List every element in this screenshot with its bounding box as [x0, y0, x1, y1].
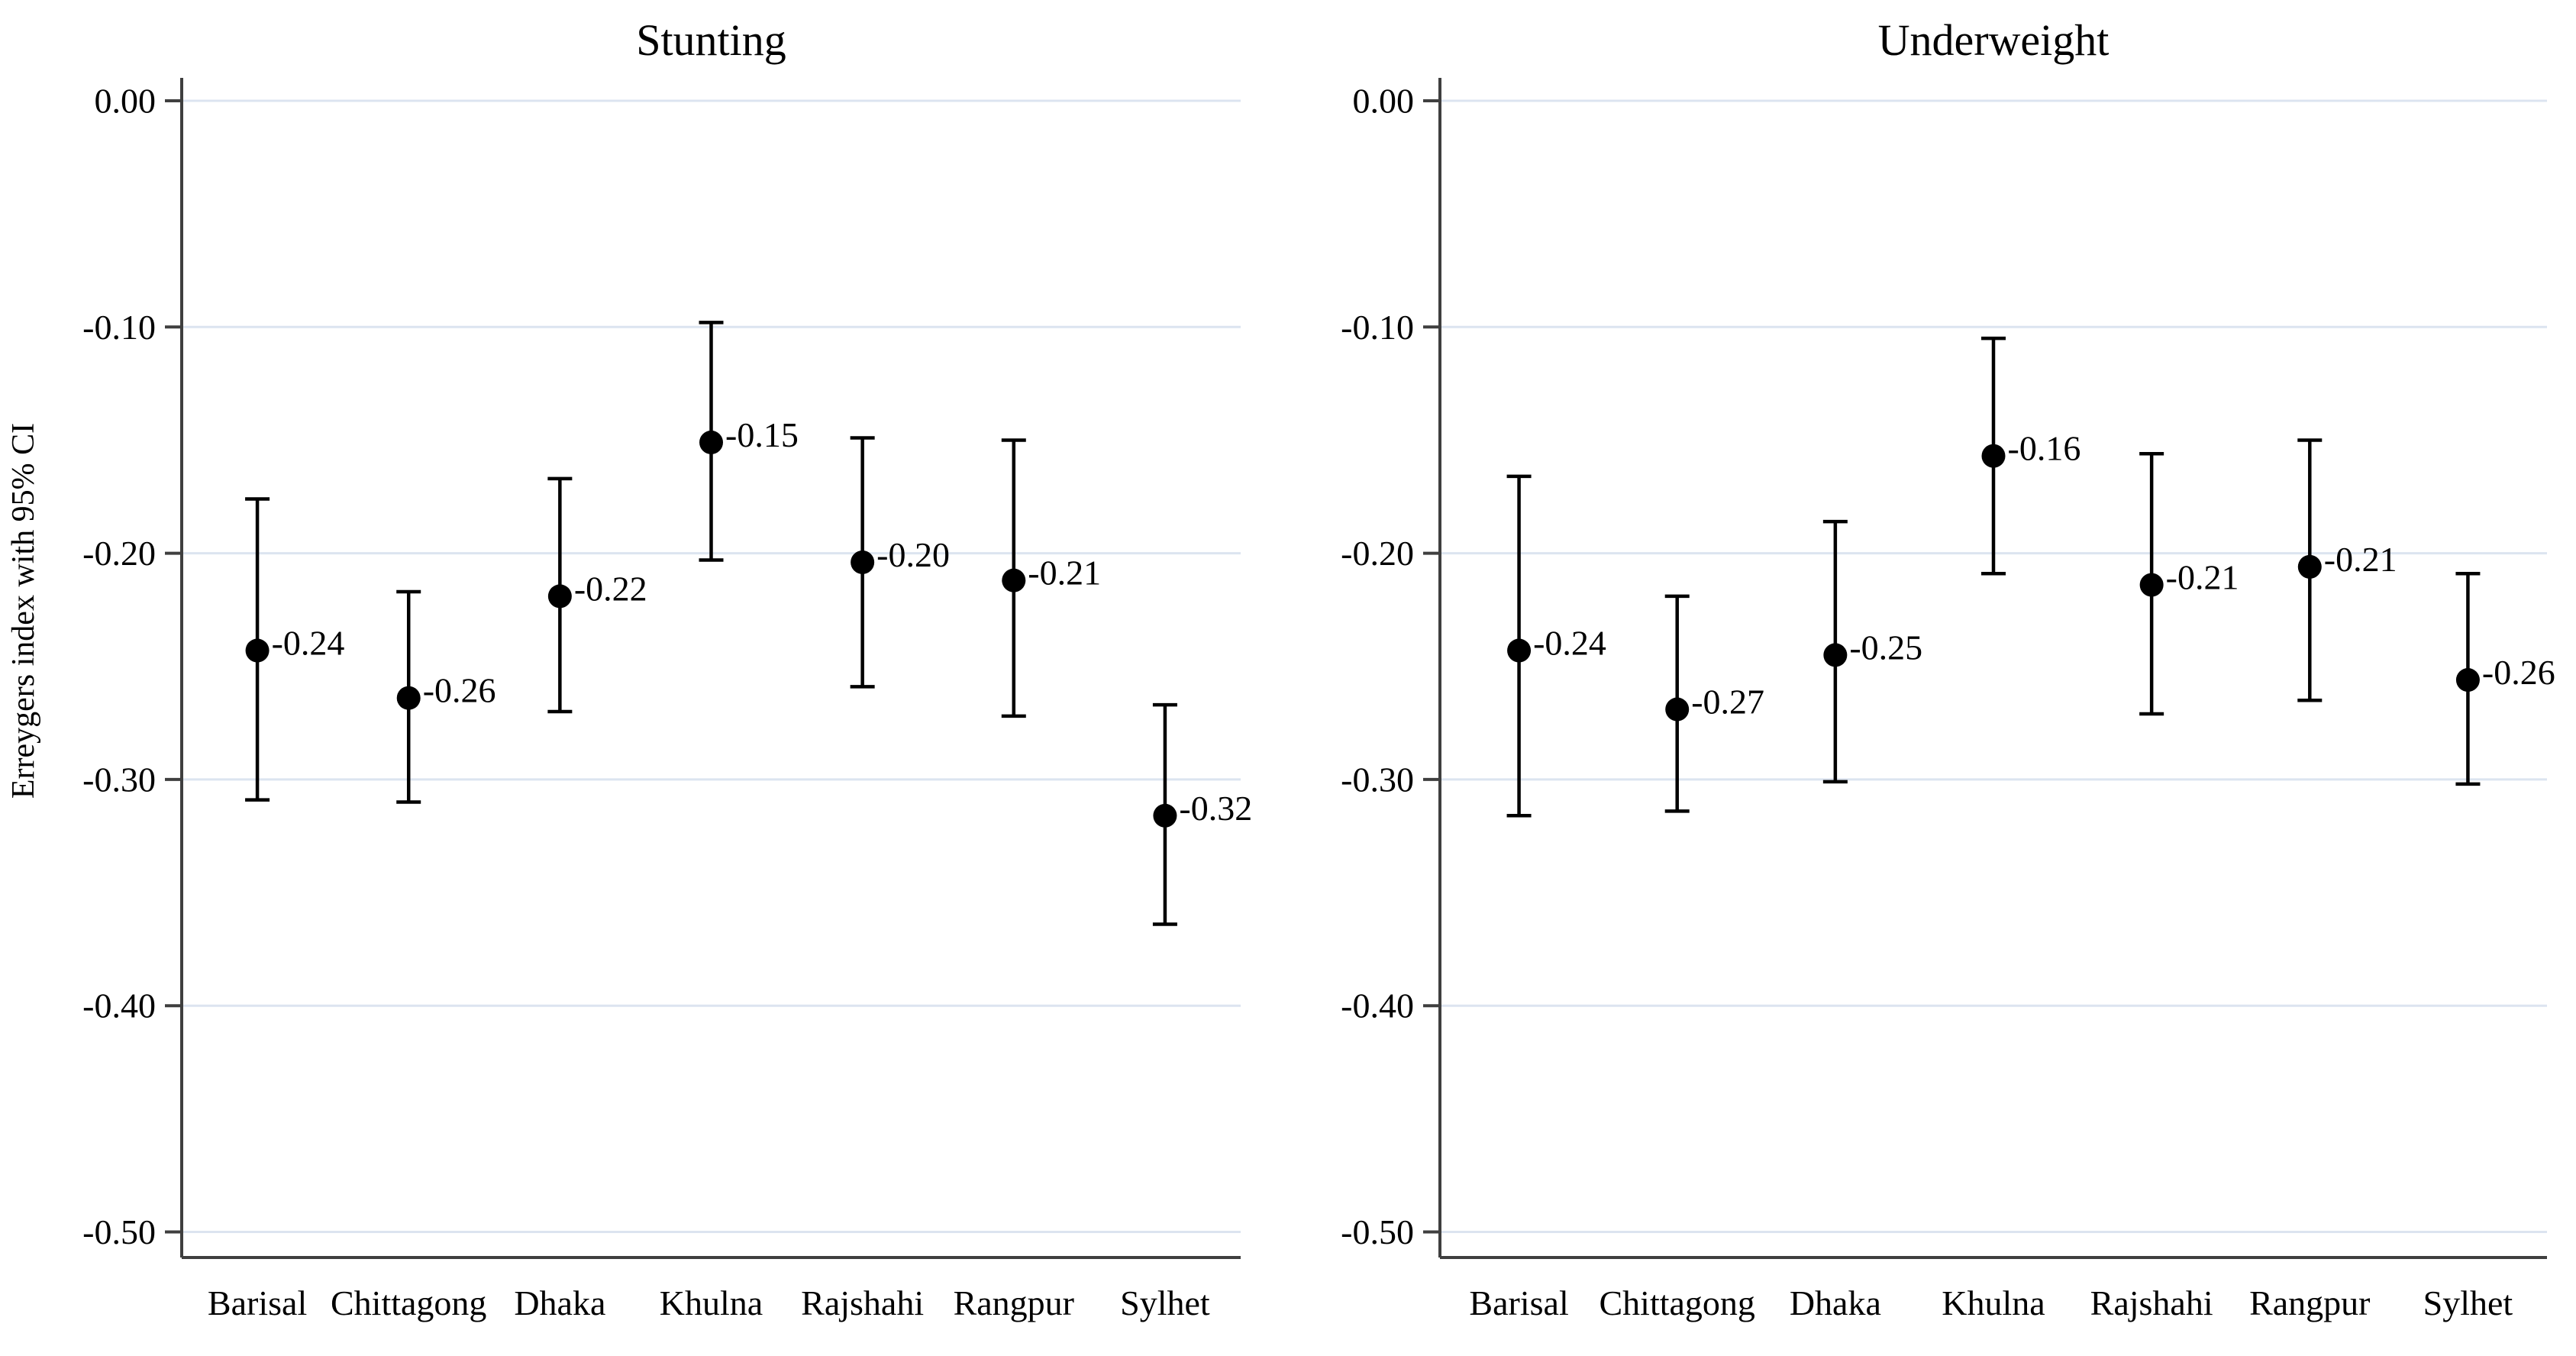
errorbar-rangpur: -0.21 [2297, 438, 2397, 702]
panel-title: Underweight [1878, 15, 2110, 65]
point-value-label: -0.15 [725, 415, 799, 454]
y-tick-label: -0.40 [82, 986, 156, 1025]
point-value-label: -0.22 [574, 569, 647, 608]
errorbar-chittagong: -0.27 [1664, 594, 1764, 813]
point-marker [2139, 573, 2164, 597]
errorbar-khulna: -0.16 [1981, 336, 2081, 576]
y-tick-label: -0.40 [1341, 986, 1414, 1025]
errorbar-rangpur: -0.21 [1001, 438, 1101, 718]
point-value-label: -0.21 [2166, 558, 2239, 597]
errorbar-sylhet: -0.26 [2455, 572, 2555, 786]
errorbar-dhaka: -0.25 [1822, 519, 1922, 784]
point-value-label: -0.25 [1849, 628, 1922, 667]
panel-underweight: 0.00 -0.10 -0.20 -0.30 -0.40 -0.50 Underweight… [1341, 15, 2555, 1322]
x-category-label: Chittagong [331, 1283, 486, 1322]
point-marker [1981, 444, 2006, 468]
errorbar-khulna: -0.15 [699, 321, 799, 562]
errorbar-sylhet: -0.32 [1152, 702, 1252, 926]
x-category-label: Khulna [1942, 1283, 2045, 1322]
point-marker [1823, 643, 1848, 667]
x-category-label: Rajshahi [801, 1283, 924, 1322]
errorbar-rajshahi: -0.21 [2139, 451, 2239, 716]
x-category-label: Rangpur [2249, 1283, 2370, 1322]
point-marker [2297, 554, 2322, 579]
x-category-label: Sylhet [2423, 1283, 2513, 1322]
y-tick-label: -0.50 [82, 1212, 156, 1251]
errorbar-dhaka: -0.22 [547, 476, 647, 714]
y-tick-label: -0.30 [1341, 760, 1414, 799]
x-category-label: Barisal [1469, 1283, 1568, 1322]
y-tick-label: -0.20 [1341, 534, 1414, 573]
point-value-label: -0.26 [2482, 653, 2555, 692]
point-value-label: -0.24 [272, 624, 345, 663]
point-value-label: -0.32 [1179, 789, 1252, 828]
errorbar-barisal: -0.24 [1506, 474, 1606, 818]
y-tick-label: 0.00 [95, 82, 157, 121]
point-marker [547, 584, 572, 609]
x-category-label: Rangpur [954, 1283, 1074, 1322]
point-marker [245, 638, 270, 663]
x-category-label: Sylhet [1120, 1283, 1210, 1322]
y-tick-label: -0.10 [82, 308, 156, 347]
errorbar-chittagong: -0.26 [396, 589, 496, 804]
point-value-label: -0.20 [876, 535, 950, 574]
panel-stunting: 0.00 -0.10 -0.20 -0.30 -0.40 -0.50 Stunting Bar… [82, 15, 1252, 1322]
y-axis-title: Erreygers index with 95% CI [6, 423, 41, 799]
point-value-label: -0.24 [1533, 624, 1606, 663]
point-marker [1507, 638, 1532, 663]
panel-title: Stunting [636, 15, 786, 65]
x-category-label: Dhaka [1790, 1283, 1881, 1322]
point-marker [699, 430, 723, 454]
point-value-label: -0.21 [2324, 540, 2397, 579]
point-marker [851, 550, 875, 574]
y-tick-label: -0.50 [1341, 1212, 1414, 1251]
x-category-label: Khulna [660, 1283, 763, 1322]
point-value-label: -0.27 [1691, 683, 1764, 722]
point-marker [1002, 568, 1026, 592]
y-tick-label: -0.10 [1341, 308, 1414, 347]
x-category-label: Rajshahi [2090, 1283, 2213, 1322]
y-tick-label: 0.00 [1353, 82, 1415, 121]
point-marker [1665, 697, 1690, 722]
x-category-label: Barisal [208, 1283, 307, 1322]
y-tick-label: -0.20 [82, 534, 156, 573]
y-tick-label: -0.30 [82, 760, 156, 799]
x-category-label: Chittagong [1599, 1283, 1754, 1322]
point-value-label: -0.16 [2008, 429, 2081, 468]
point-marker [1153, 803, 1177, 828]
point-marker [396, 686, 421, 710]
point-value-label: -0.21 [1028, 554, 1101, 592]
point-marker [2455, 668, 2480, 693]
errorbar-barisal: -0.24 [245, 497, 345, 802]
errorbar-rajshahi: -0.20 [850, 436, 950, 689]
x-category-label: Dhaka [514, 1283, 605, 1322]
point-value-label: -0.26 [423, 671, 496, 710]
